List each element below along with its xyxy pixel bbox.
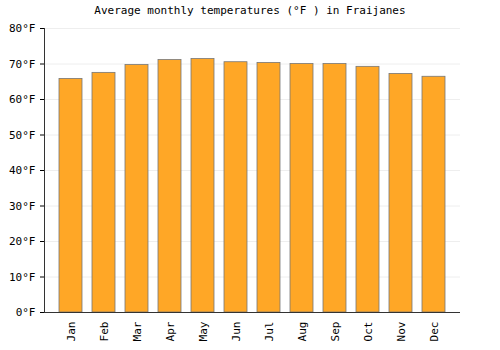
svg-text:10°F: 10°F <box>9 271 36 284</box>
svg-text:30°F: 30°F <box>9 200 36 213</box>
svg-text:Jan: Jan <box>65 322 78 342</box>
svg-text:50°F: 50°F <box>9 129 36 142</box>
svg-text:70°F: 70°F <box>9 58 36 71</box>
svg-text:Jul: Jul <box>263 322 276 342</box>
svg-text:0°F: 0°F <box>16 306 36 319</box>
svg-text:Nov: Nov <box>395 321 408 341</box>
svg-text:Sep: Sep <box>329 322 342 342</box>
svg-text:20°F: 20°F <box>9 235 36 248</box>
html-text:Average monthly temperatures (: Average monthly temperatures (°F ) in Fr… <box>94 4 406 17</box>
svg-text:Mar: Mar <box>131 321 144 341</box>
svg-text:Feb: Feb <box>98 322 111 342</box>
svg-text:Aug: Aug <box>296 322 309 342</box>
svg-text:Apr: Apr <box>164 321 177 341</box>
svg-text:60°F: 60°F <box>9 93 36 106</box>
svg-text:Dec: Dec <box>428 322 441 342</box>
svg-text:Jun: Jun <box>230 322 243 342</box>
svg-text:Oct: Oct <box>362 322 375 342</box>
svg-text:May: May <box>197 321 210 341</box>
svg-text:80°F: 80°F <box>9 22 36 35</box>
svg-text:40°F: 40°F <box>9 164 36 177</box>
